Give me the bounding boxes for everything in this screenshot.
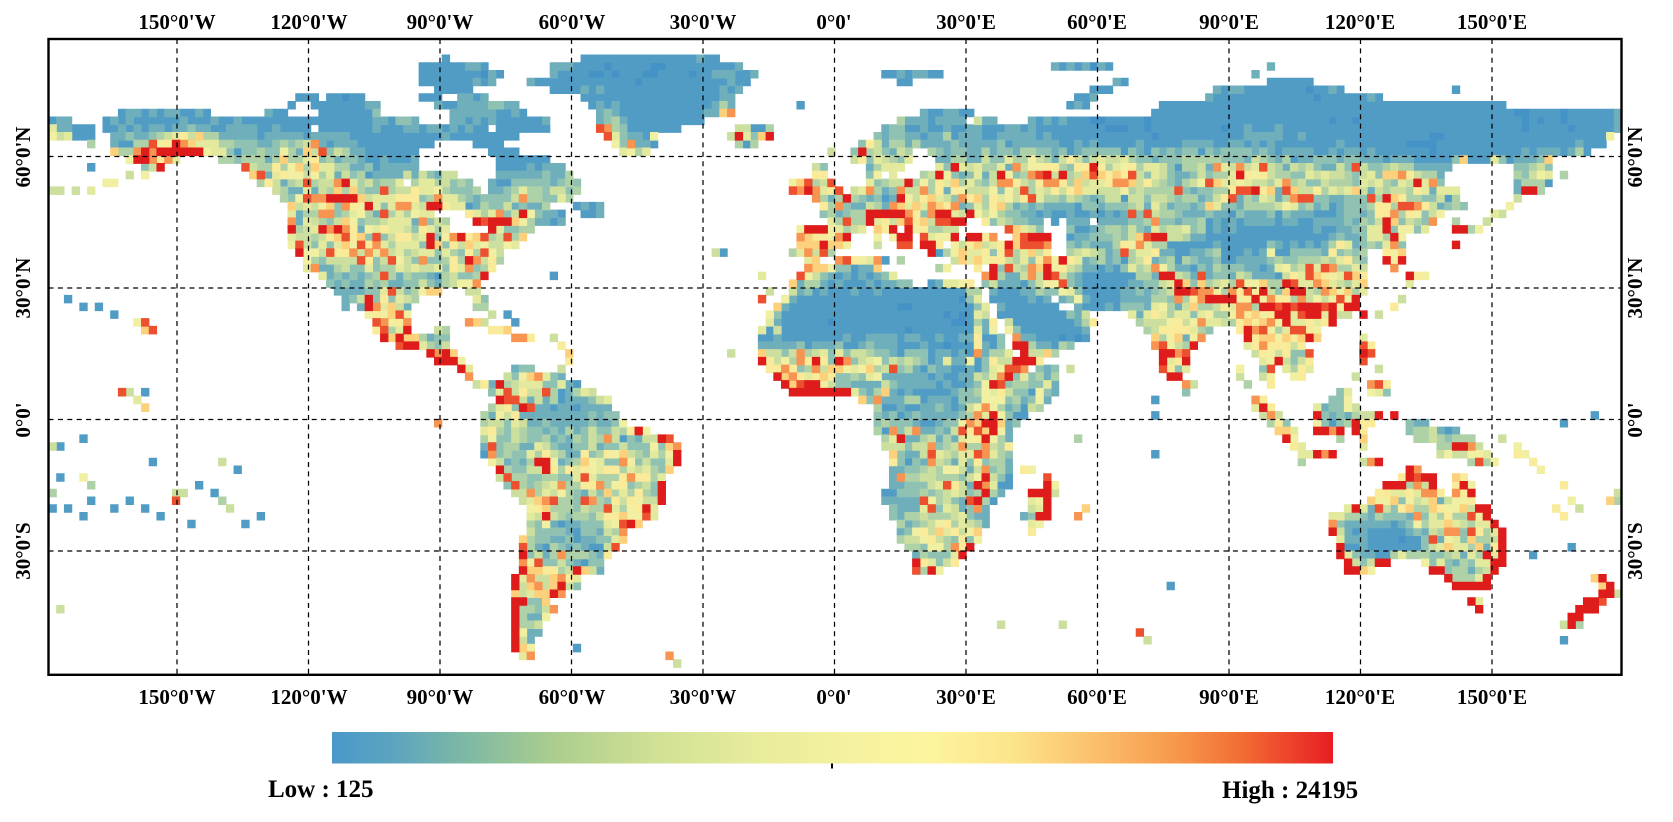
svg-text:60°0'N: 60°0'N <box>11 127 35 188</box>
svg-text:0°0': 0°0' <box>816 685 851 709</box>
svg-text:30°0'N: 30°0'N <box>11 258 35 319</box>
svg-text:Low : 125: Low : 125 <box>268 776 374 803</box>
svg-text:120°0'W: 120°0'W <box>270 10 347 34</box>
svg-text:120°0'E: 120°0'E <box>1325 685 1395 709</box>
svg-text:30°0'W: 30°0'W <box>670 685 737 709</box>
svg-text:High : 24195: High : 24195 <box>1222 777 1358 804</box>
svg-text:0°0': 0°0' <box>816 10 851 34</box>
svg-text:150°0'E: 150°0'E <box>1457 685 1527 709</box>
svg-text:90°0'W: 90°0'W <box>407 685 474 709</box>
svg-text:0°0': 0°0' <box>1623 402 1647 437</box>
svg-text:60°0'W: 60°0'W <box>539 10 606 34</box>
svg-text:60°0'W: 60°0'W <box>539 685 606 709</box>
svg-text:150°0'E: 150°0'E <box>1457 10 1527 34</box>
svg-text:150°0'W: 150°0'W <box>138 10 215 34</box>
svg-text:90°0'E: 90°0'E <box>1199 10 1259 34</box>
svg-text:120°0'W: 120°0'W <box>270 685 347 709</box>
svg-text:30°0'S: 30°0'S <box>11 522 35 579</box>
svg-text:150°0'W: 150°0'W <box>138 685 215 709</box>
svg-text:60°0'E: 60°0'E <box>1067 10 1127 34</box>
svg-text:30°0'E: 30°0'E <box>936 10 996 34</box>
svg-text:30°0'E: 30°0'E <box>936 685 996 709</box>
svg-text:30°0'N: 30°0'N <box>1623 258 1647 319</box>
svg-text:60°0'N: 60°0'N <box>1623 127 1647 188</box>
svg-text:30°0'W: 30°0'W <box>670 10 737 34</box>
svg-text:90°0'E: 90°0'E <box>1199 685 1259 709</box>
svg-text:120°0'E: 120°0'E <box>1325 10 1395 34</box>
svg-text:60°0'E: 60°0'E <box>1067 685 1127 709</box>
svg-text:0°0': 0°0' <box>11 402 35 437</box>
svg-text:90°0'W: 90°0'W <box>407 10 474 34</box>
svg-text:30°0'S: 30°0'S <box>1623 522 1647 579</box>
